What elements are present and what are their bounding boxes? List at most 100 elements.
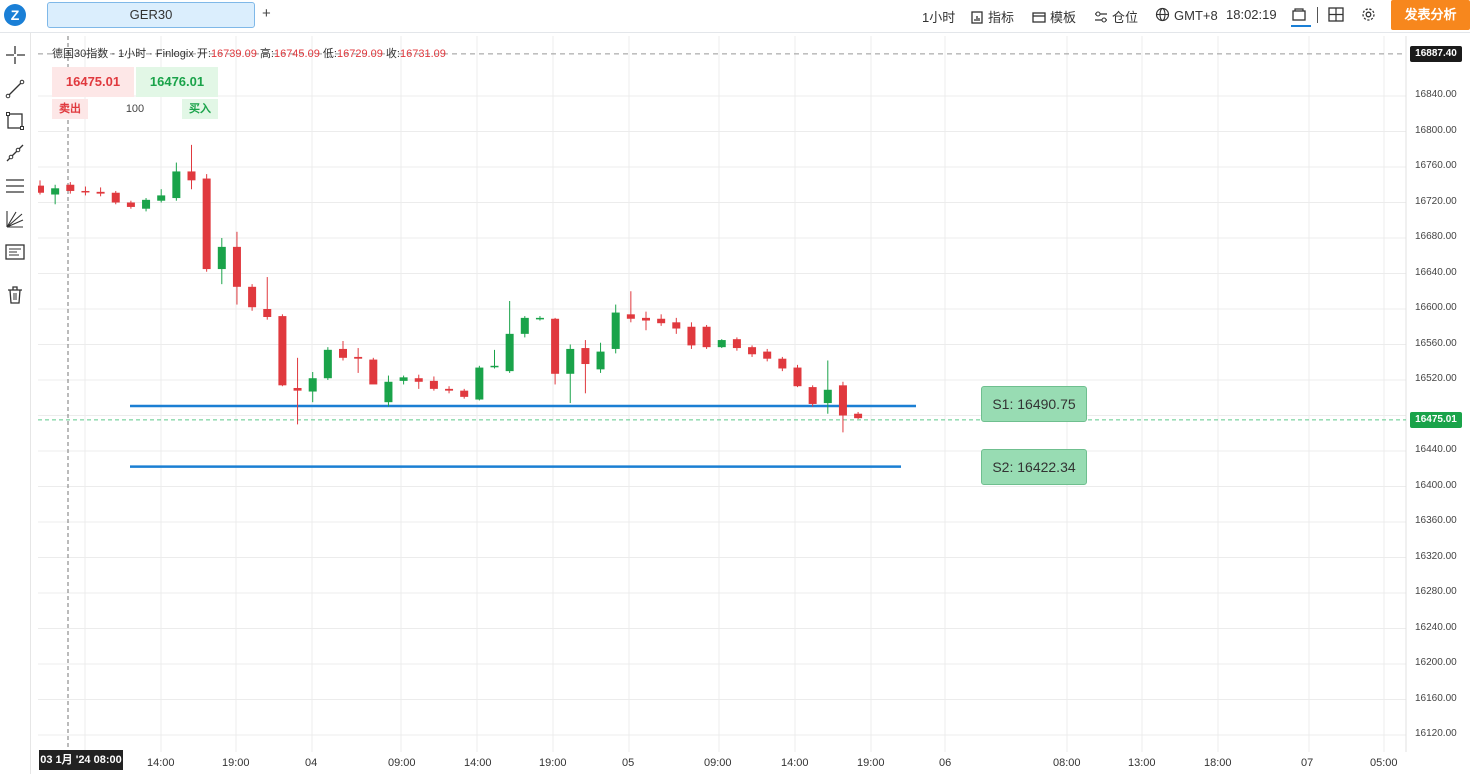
candle-body bbox=[172, 171, 181, 199]
interval-selector[interactable]: 1小时 bbox=[922, 10, 956, 25]
drawing-toolbar bbox=[0, 33, 31, 774]
position-icon bbox=[1095, 11, 1107, 23]
candle-body bbox=[596, 351, 605, 370]
settings-button[interactable] bbox=[1361, 7, 1380, 23]
gear-icon bbox=[1362, 8, 1375, 21]
x-tick-label: 14:00 bbox=[147, 757, 175, 769]
fib-tool[interactable] bbox=[4, 208, 26, 230]
candle-body bbox=[505, 333, 514, 372]
add-tab-button[interactable]: + bbox=[262, 5, 271, 22]
indicators-button[interactable]: 指标 bbox=[970, 7, 1014, 26]
y-tick-label: 16760.00 bbox=[1415, 160, 1457, 171]
crosshair-date-label: 03 1月 '24 08:00 bbox=[39, 750, 123, 770]
candle-body bbox=[369, 359, 378, 385]
candle-body bbox=[626, 314, 635, 319]
y-tick-label: 16280.00 bbox=[1415, 586, 1457, 597]
y-tick-label: 16360.00 bbox=[1415, 515, 1457, 526]
candle-body bbox=[278, 316, 287, 386]
candle-body bbox=[96, 191, 105, 194]
candle-body bbox=[717, 340, 726, 348]
candle-body bbox=[611, 312, 620, 349]
candle-body bbox=[51, 188, 60, 195]
top-bar: Z GER30 + 1小时 指标 模板 仓位 GMT+8 18:02:19 发表… bbox=[0, 0, 1470, 33]
candle-body bbox=[854, 413, 863, 419]
templates-label: 模板 bbox=[1050, 10, 1077, 25]
templates-button[interactable]: 模板 bbox=[1032, 7, 1076, 26]
candle-body bbox=[38, 185, 44, 193]
sell-button[interactable]: 卖出 bbox=[52, 99, 88, 119]
delete-drawings-button[interactable] bbox=[4, 284, 26, 306]
ray-tool[interactable] bbox=[4, 142, 26, 164]
candle-body bbox=[823, 389, 832, 404]
x-tick-label: 09:00 bbox=[388, 757, 416, 769]
candle-body bbox=[142, 199, 151, 209]
candle-body bbox=[838, 385, 847, 416]
low-label: 低: bbox=[322, 48, 337, 60]
candle-body bbox=[763, 351, 772, 359]
candle-body bbox=[748, 347, 757, 355]
candle-body bbox=[217, 246, 226, 270]
candle-body bbox=[339, 348, 347, 358]
y-tick-label: 16440.00 bbox=[1415, 444, 1457, 455]
y-tick-label: 16680.00 bbox=[1415, 231, 1457, 242]
candle-body bbox=[566, 348, 575, 374]
candle-body bbox=[429, 380, 438, 389]
rectangle-tool[interactable] bbox=[4, 110, 26, 132]
trade-panel: 16475.01 16476.01 卖出 100 买入 bbox=[50, 67, 220, 123]
candle-body bbox=[657, 318, 666, 324]
quantity-input[interactable]: 100 bbox=[125, 103, 145, 115]
timezone-selector[interactable]: GMT+8 bbox=[1155, 7, 1218, 23]
y-tick-label: 16160.00 bbox=[1415, 693, 1457, 704]
trend-line-tool[interactable] bbox=[4, 78, 26, 100]
app-logo-icon[interactable]: Z bbox=[4, 4, 26, 26]
candle-body bbox=[535, 317, 544, 320]
candlestick-chart[interactable] bbox=[38, 36, 1410, 774]
candle-body bbox=[293, 387, 302, 391]
candle-body bbox=[581, 348, 590, 365]
y-tick-label: 16600.00 bbox=[1415, 302, 1457, 313]
globe-icon bbox=[1155, 7, 1170, 22]
candle-body bbox=[323, 349, 332, 379]
layout-button[interactable] bbox=[1291, 7, 1311, 27]
candle-body bbox=[263, 309, 272, 317]
candle-body bbox=[732, 339, 741, 349]
buy-button[interactable]: 买入 bbox=[182, 99, 218, 119]
candle-body bbox=[232, 246, 241, 287]
buy-price-button[interactable]: 16476.01 bbox=[136, 67, 218, 97]
y-tick-label: 16720.00 bbox=[1415, 196, 1457, 207]
parallel-lines-tool[interactable] bbox=[4, 175, 26, 197]
x-tick-label: 08:00 bbox=[1053, 757, 1081, 769]
publish-analysis-button[interactable]: 发表分析 bbox=[1391, 0, 1470, 30]
support-level-s1-label[interactable]: S1: 16490.75 bbox=[981, 386, 1087, 422]
candle-body bbox=[202, 178, 211, 270]
y-tick-label: 16400.00 bbox=[1415, 480, 1457, 491]
text-note-icon bbox=[5, 244, 25, 260]
text-note-tool[interactable] bbox=[4, 241, 26, 263]
candle-body bbox=[460, 390, 469, 397]
grid-layout-button[interactable] bbox=[1328, 7, 1348, 23]
candle-body bbox=[490, 365, 499, 368]
candle-body bbox=[187, 171, 196, 181]
x-tick-label: 14:00 bbox=[781, 757, 809, 769]
crosshair-tool[interactable] bbox=[4, 44, 26, 66]
close-value: 16731.09 bbox=[399, 48, 446, 60]
positions-button[interactable]: 仓位 bbox=[1094, 7, 1138, 26]
y-tick-label: 16520.00 bbox=[1415, 373, 1457, 384]
y-tick-label: 16560.00 bbox=[1415, 338, 1457, 349]
low-value: 16729.09 bbox=[336, 48, 383, 60]
candle-body bbox=[475, 367, 484, 400]
open-value: 16739.09 bbox=[210, 48, 257, 60]
grid-icon bbox=[1328, 7, 1344, 22]
x-tick-label: 19:00 bbox=[222, 757, 250, 769]
trend-line-icon bbox=[5, 79, 25, 99]
sell-price-button[interactable]: 16475.01 bbox=[52, 67, 134, 97]
x-tick-label: 13:00 bbox=[1128, 757, 1156, 769]
support-level-s2-label[interactable]: S2: 16422.34 bbox=[981, 449, 1087, 485]
x-tick-label: 07 bbox=[1301, 757, 1314, 769]
trash-icon bbox=[8, 286, 22, 304]
tab-symbol[interactable]: GER30 bbox=[47, 2, 255, 28]
candle-body bbox=[687, 326, 696, 346]
high-label: 高: bbox=[259, 48, 274, 60]
y-tick-label: 16840.00 bbox=[1415, 89, 1457, 100]
candle-body bbox=[384, 381, 393, 403]
